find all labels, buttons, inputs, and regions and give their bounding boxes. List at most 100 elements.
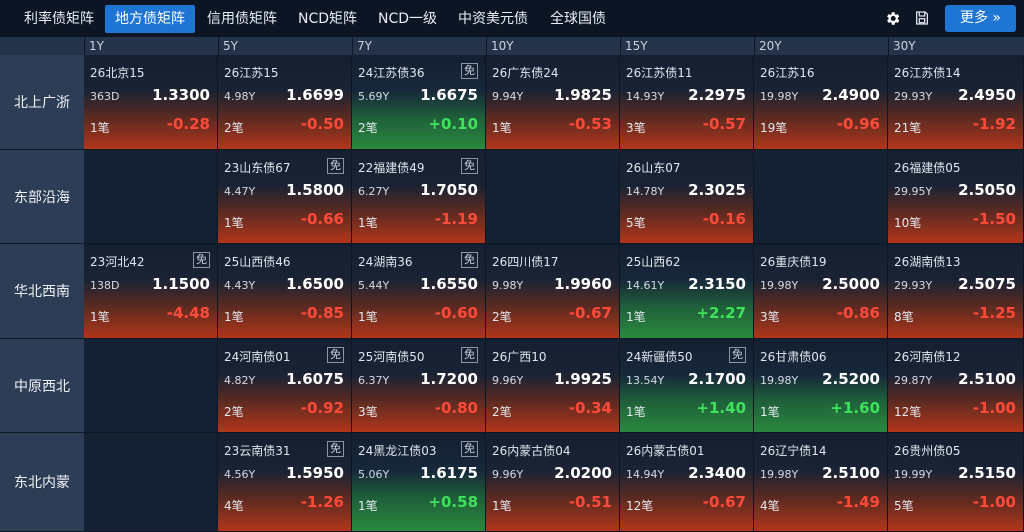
save-icon[interactable] — [912, 8, 932, 28]
matrix-cell[interactable]: 26福建债05 29.95Y 2.5050 10笔 -1.50 — [888, 150, 1024, 244]
yield-change-bp: -0.86 — [836, 304, 880, 322]
trade-count: 4笔 — [760, 499, 780, 513]
matrix-cell[interactable]: 26山东07 14.78Y 2.3025 5笔 -0.16 — [620, 150, 754, 244]
remaining-term: 4.56Y — [224, 468, 256, 481]
tab-local-gov-bond-matrix[interactable]: 地方债矩阵 — [105, 5, 195, 33]
matrix-cell[interactable]: 26四川债17 9.98Y 1.9960 2笔 -0.67 — [486, 244, 620, 339]
matrix-cell[interactable]: 25河南债50 免 6.37Y 1.7200 3笔 -0.80 — [352, 339, 486, 433]
more-button[interactable]: 更多 » — [945, 5, 1016, 32]
trade-count: 3笔 — [358, 405, 378, 419]
yield-change-bp: +1.60 — [830, 399, 880, 417]
remaining-term: 9.94Y — [492, 90, 524, 103]
tab-chinese-usd-bond[interactable]: 中资美元债 — [458, 11, 528, 27]
yield-value: 1.6500 — [286, 275, 344, 293]
matrix-cell[interactable]: 26湖南债13 29.93Y 2.5075 8笔 -1.25 — [888, 244, 1024, 339]
matrix-cell[interactable]: 25山西债46 4.43Y 1.6500 1笔 -0.85 — [218, 244, 352, 339]
yield-change-bp: -0.67 — [702, 493, 746, 511]
matrix-cell[interactable]: 24黑龙江债03 免 5.06Y 1.6175 1笔 +0.58 — [352, 433, 486, 532]
col-header-5y: 5Y — [218, 37, 352, 55]
bond-name: 26江苏债11 — [626, 66, 693, 80]
bond-name: 26山东07 — [626, 161, 681, 175]
matrix-cell[interactable]: 26内蒙古债04 9.96Y 2.0200 1笔 -0.51 — [486, 433, 620, 532]
tab-credit-bond-matrix[interactable]: 信用债矩阵 — [207, 11, 277, 27]
matrix-cell[interactable]: 26贵州债05 19.99Y 2.5150 5笔 -1.00 — [888, 433, 1024, 532]
yield-value: 1.6075 — [286, 370, 344, 388]
matrix-cell[interactable]: 26甘肃债06 19.98Y 2.5200 1笔 +1.60 — [754, 339, 888, 433]
matrix-cell[interactable]: 24江苏债36 免 5.69Y 1.6675 2笔 +0.10 — [352, 55, 486, 150]
yield-value: 2.5200 — [822, 370, 880, 388]
matrix-cell[interactable]: 26江苏债14 29.93Y 2.4950 21笔 -1.92 — [888, 55, 1024, 150]
yield-change-bp: +1.40 — [696, 399, 746, 417]
tab-ncd-matrix[interactable]: NCD矩阵 — [298, 11, 358, 27]
matrix-cell[interactable]: 26辽宁债14 19.98Y 2.5100 4笔 -1.49 — [754, 433, 888, 532]
matrix-cell[interactable]: 26广西10 9.96Y 1.9925 2笔 -0.34 — [486, 339, 620, 433]
matrix-cell[interactable]: 26江苏16 19.98Y 2.4900 19笔 -0.96 — [754, 55, 888, 150]
remaining-term: 29.93Y — [894, 279, 933, 292]
matrix-cell[interactable]: 23河北42 免 138D 1.1500 1笔 -4.48 — [84, 244, 218, 339]
yield-value: 1.6699 — [286, 86, 344, 104]
row-label-huabeixinan: 华北西南 — [0, 244, 84, 339]
trade-count: 1笔 — [492, 499, 512, 513]
tax-exempt-badge: 免 — [461, 158, 478, 174]
matrix-cell[interactable]: 26广东债24 9.94Y 1.9825 1笔 -0.53 — [486, 55, 620, 150]
matrix-cell[interactable]: 26江苏债11 14.93Y 2.2975 3笔 -0.57 — [620, 55, 754, 150]
yield-value: 2.5000 — [822, 275, 880, 293]
matrix-cell[interactable]: 22福建债49 免 6.27Y 1.7050 1笔 -1.19 — [352, 150, 486, 244]
matrix-cell[interactable]: 23云南债31 免 4.56Y 1.5950 4笔 -1.26 — [218, 433, 352, 532]
bond-name: 26北京15 — [90, 66, 145, 80]
yield-value: 2.5150 — [958, 464, 1016, 482]
remaining-term: 5.69Y — [358, 90, 390, 103]
remaining-term: 13.54Y — [626, 374, 665, 387]
bond-name: 22福建债49 — [358, 161, 425, 175]
matrix-cell[interactable]: 25山西62 14.61Y 2.3150 1笔 +2.27 — [620, 244, 754, 339]
bond-name: 26福建债05 — [894, 161, 961, 175]
trade-count: 2笔 — [492, 310, 512, 324]
yield-change-bp: -1.92 — [972, 115, 1016, 133]
trade-count: 10笔 — [894, 216, 922, 230]
tab-rate-bond-matrix[interactable]: 利率债矩阵 — [24, 11, 94, 27]
bond-name: 26江苏16 — [760, 66, 815, 80]
trade-count: 1笔 — [224, 310, 244, 324]
yield-change-bp: -0.53 — [568, 115, 612, 133]
matrix-cell[interactable]: 24河南债01 免 4.82Y 1.6075 2笔 -0.92 — [218, 339, 352, 433]
remaining-term: 6.37Y — [358, 374, 390, 387]
matrix-cell[interactable]: 26河南债12 29.87Y 2.5100 12笔 -1.00 — [888, 339, 1024, 433]
bond-name: 23河北42 — [90, 255, 145, 269]
bond-name: 25山西债46 — [224, 255, 291, 269]
tax-exempt-badge: 免 — [461, 63, 478, 79]
yield-value: 2.3025 — [688, 181, 746, 199]
yield-change-bp: -0.51 — [568, 493, 612, 511]
tab-global-gov-bond[interactable]: 全球国债 — [550, 11, 606, 27]
matrix-cell[interactable]: 26江苏15 4.98Y 1.6699 2笔 -0.50 — [218, 55, 352, 150]
gear-icon[interactable] — [882, 8, 902, 28]
yield-value: 1.3300 — [152, 86, 210, 104]
trade-count: 2笔 — [224, 405, 244, 419]
yield-value: 1.6550 — [420, 275, 478, 293]
matrix-cell[interactable]: 26北京15 363D 1.3300 1笔 -0.28 — [84, 55, 218, 150]
tax-exempt-badge: 免 — [729, 347, 746, 363]
remaining-term: 29.93Y — [894, 90, 933, 103]
trade-count: 1笔 — [90, 121, 110, 135]
row-label-beishangguangzhe: 北上广浙 — [0, 55, 84, 150]
matrix-cell[interactable]: 23山东债67 免 4.47Y 1.5800 1笔 -0.66 — [218, 150, 352, 244]
bond-name: 26内蒙古债04 — [492, 444, 571, 458]
trade-count: 1笔 — [90, 310, 110, 324]
remaining-term: 5.44Y — [358, 279, 390, 292]
matrix-cell[interactable]: 26内蒙古债01 14.94Y 2.3400 12笔 -0.67 — [620, 433, 754, 532]
matrix-cell[interactable]: 26重庆债19 19.98Y 2.5000 3笔 -0.86 — [754, 244, 888, 339]
yield-value: 2.2975 — [688, 86, 746, 104]
matrix-cell[interactable]: 24新疆债50 免 13.54Y 2.1700 1笔 +1.40 — [620, 339, 754, 433]
bond-name: 26广东债24 — [492, 66, 559, 80]
remaining-term: 9.96Y — [492, 374, 524, 387]
remaining-term: 363D — [90, 90, 120, 103]
yield-change-bp: -1.19 — [434, 210, 478, 228]
tax-exempt-badge: 免 — [327, 347, 344, 363]
yield-change-bp: -1.50 — [972, 210, 1016, 228]
yield-value: 2.1700 — [688, 370, 746, 388]
yield-value: 1.7200 — [420, 370, 478, 388]
remaining-term: 19.98Y — [760, 468, 799, 481]
matrix-cell[interactable]: 24湖南36 免 5.44Y 1.6550 1笔 -0.60 — [352, 244, 486, 339]
row-label-dongbuyanhai: 东部沿海 — [0, 150, 84, 244]
tab-ncd-primary[interactable]: NCD一级 — [378, 11, 438, 27]
bond-name: 26辽宁债14 — [760, 444, 827, 458]
